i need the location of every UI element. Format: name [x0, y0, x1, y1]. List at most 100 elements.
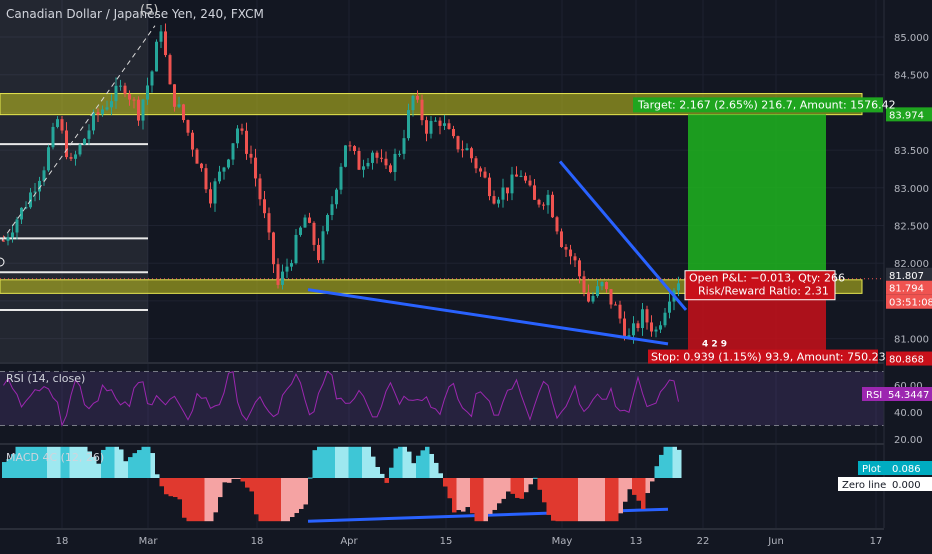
- time-tick-label: 22: [697, 536, 710, 547]
- event-marker[interactable]: 4 2 9: [702, 340, 727, 350]
- candle-body: [483, 171, 487, 178]
- candle-body: [375, 152, 379, 158]
- macd-bar: [402, 446, 407, 478]
- candle-body: [398, 153, 401, 155]
- rsi-band-fill: [0, 371, 884, 426]
- candle-body: [308, 217, 311, 223]
- macd-bar: [195, 478, 200, 522]
- candle-body: [353, 146, 356, 152]
- candle-body: [587, 292, 590, 302]
- candle-body: [506, 187, 509, 194]
- candle-body: [348, 145, 352, 147]
- macd-bar: [272, 478, 277, 522]
- time-tick-label: 13: [630, 536, 643, 547]
- candle-body: [465, 148, 469, 151]
- candle-body: [173, 84, 176, 107]
- macd-bar: [294, 478, 299, 514]
- target-zone[interactable]: [688, 114, 826, 279]
- candle-body: [407, 110, 410, 139]
- trendline[interactable]: [307, 288, 669, 346]
- target-label: Target: 2.167 (2.65%) 216.7, Amount: 157…: [637, 98, 896, 111]
- macd-bar: [96, 463, 101, 478]
- macd-bar: [641, 478, 646, 510]
- macd-plot-value: 0.086: [892, 464, 921, 475]
- macd-bar: [492, 478, 497, 510]
- macd-bar: [555, 478, 560, 522]
- time-tick-label: 18: [251, 536, 264, 547]
- macd-bar: [276, 478, 281, 522]
- macd-bar: [668, 446, 673, 478]
- candle-body: [213, 181, 217, 204]
- candle-body: [524, 175, 527, 181]
- macd-bar: [452, 478, 457, 513]
- macd-bar: [672, 446, 677, 478]
- candle-body: [564, 247, 568, 250]
- candle-body: [362, 166, 365, 170]
- macd-bar: [348, 446, 353, 478]
- candle-body: [569, 249, 572, 257]
- macd-bar: [218, 478, 223, 498]
- candle-body: [177, 104, 181, 107]
- macd-bar: [65, 446, 70, 478]
- macd-bar: [56, 446, 61, 478]
- macd-bar: [344, 446, 349, 478]
- candle-body: [24, 207, 28, 209]
- macd-bar: [465, 478, 470, 508]
- macd-bar: [231, 478, 236, 479]
- macd-bar: [87, 451, 92, 478]
- price-tick-label: 82.000: [894, 259, 929, 270]
- candle-body: [551, 194, 554, 218]
- macd-bar: [677, 449, 682, 478]
- macd-bar: [582, 478, 587, 522]
- macd-bar: [663, 446, 668, 478]
- candle-body: [65, 130, 68, 158]
- candle-body: [627, 335, 631, 337]
- macd-bar: [335, 446, 340, 478]
- macd-bar: [74, 446, 79, 478]
- candle-body: [69, 157, 73, 159]
- support-zone[interactable]: [0, 279, 863, 294]
- trendline[interactable]: [558, 160, 688, 311]
- macd-bar: [339, 446, 344, 478]
- candle-body: [384, 158, 388, 166]
- candle-body: [447, 123, 451, 129]
- macd-bar: [168, 478, 173, 497]
- candle-body: [254, 157, 257, 179]
- macd-bar: [146, 446, 151, 478]
- candle-body: [137, 99, 140, 121]
- macd-bar: [240, 478, 245, 482]
- candle-body: [299, 227, 302, 235]
- macd-bar: [258, 478, 263, 522]
- candle-body: [209, 189, 212, 204]
- candle-body: [303, 217, 307, 228]
- macd-bar: [204, 478, 209, 522]
- macd-bar: [141, 446, 146, 478]
- elliott-wave-line[interactable]: [1, 25, 156, 241]
- candle-body: [344, 145, 347, 167]
- macd-bar: [407, 451, 412, 478]
- candle-body: [294, 234, 298, 264]
- macd-bar: [213, 478, 218, 513]
- macd-bar: [2, 462, 7, 478]
- rsi-title: RSI (14, close): [6, 372, 85, 385]
- price-tick-label: 83.500: [894, 146, 929, 157]
- macd-bar: [312, 450, 317, 478]
- candle-body: [33, 191, 37, 193]
- macd-zero-value-bg: [886, 477, 932, 491]
- risk-reward-label: Risk/Reward Ratio: 2.31: [698, 285, 829, 298]
- candle-body: [150, 71, 154, 86]
- candle-body: [20, 207, 23, 220]
- long-position-tool[interactable]: [688, 114, 826, 357]
- candle-body: [479, 168, 482, 172]
- candle-body: [677, 283, 680, 291]
- time-tick-label: 18: [56, 536, 69, 547]
- candle-body: [276, 264, 280, 285]
- macd-bar: [303, 478, 308, 505]
- macd-bar: [578, 478, 583, 522]
- candle-body: [470, 148, 473, 159]
- candle-body: [155, 41, 158, 72]
- macd-bar: [389, 467, 394, 478]
- candle-body: [474, 158, 478, 169]
- macd-bar: [317, 446, 322, 478]
